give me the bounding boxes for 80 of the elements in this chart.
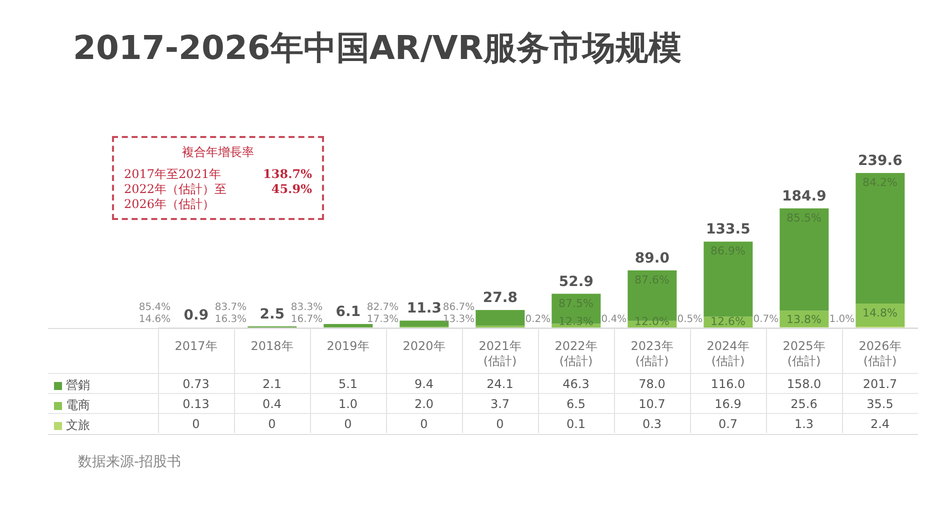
source-note: 数据来源-招股书 xyxy=(78,453,182,471)
annotation: 14.8% xyxy=(862,306,898,320)
x-tick-label: 2018年 xyxy=(250,339,294,353)
text: 複合年增長率 xyxy=(181,144,255,161)
data-label: 0.73 xyxy=(182,377,210,391)
annotation: 138.7% xyxy=(263,167,312,182)
annotation: 12.3% xyxy=(558,315,594,328)
annotation: 82.7% xyxy=(366,302,399,313)
data-label: 0.4 xyxy=(261,397,283,411)
data-label: 1.0 xyxy=(337,397,359,411)
data-label: 2.4 xyxy=(869,417,891,431)
annotation: 86.7% xyxy=(442,302,475,313)
x-tick-label: 2021年(估計) xyxy=(478,339,522,368)
annotation: 12.0% xyxy=(634,315,670,328)
x-tick-label: 2019年 xyxy=(326,339,370,353)
legend-label: 營銷 xyxy=(65,377,90,394)
total-label: 239.6 xyxy=(858,153,902,169)
data-label: 5.1 xyxy=(337,377,359,391)
data-label: 16.9 xyxy=(714,397,742,411)
x-tick-label: 2026年(估計) xyxy=(858,339,902,368)
data-label: 35.5 xyxy=(866,397,894,411)
total-label: 184.9 xyxy=(782,188,826,204)
annotation: 16.7% xyxy=(290,314,323,325)
total-label: 11.3 xyxy=(406,300,442,317)
annotation: 0.2% xyxy=(525,314,551,325)
data-label: 0 xyxy=(419,417,429,431)
data-label: 0 xyxy=(267,417,277,431)
chart-title: 2017-2026年中国AR/VR服务市场规模 xyxy=(73,27,682,69)
data-label: 158.0 xyxy=(786,377,822,391)
annotation: 45.9% xyxy=(271,182,312,198)
data-label: 0 xyxy=(343,417,353,431)
annotation: 83.3% xyxy=(290,302,323,313)
data-label: 0.13 xyxy=(182,397,210,411)
legend-label: 電商 xyxy=(65,397,90,414)
x-tick-label: 2024年(估計) xyxy=(706,339,750,368)
data-label: 2.1 xyxy=(261,377,283,391)
data-label: 6.5 xyxy=(565,397,587,411)
annotation: 0.4% xyxy=(601,314,627,325)
data-label: 2.0 xyxy=(413,397,435,411)
total-label: 27.8 xyxy=(482,290,518,306)
data-label: 24.1 xyxy=(486,377,514,391)
annotation: 16.3% xyxy=(214,314,247,325)
total-label: 133.5 xyxy=(706,222,750,238)
x-tick-label: 2023年(估計) xyxy=(630,339,674,368)
annotation: 85.4% xyxy=(138,302,171,313)
x-tick-label: 2022年(估計) xyxy=(554,339,598,368)
total-label: 2.5 xyxy=(260,306,285,322)
annotation: 0.5% xyxy=(677,314,703,325)
total-label: 52.9 xyxy=(558,274,594,290)
data-label: 3.7 xyxy=(489,397,511,411)
annotation: 17.3% xyxy=(366,314,399,325)
annotation: 14.6% xyxy=(138,314,171,325)
data-label: 0.7 xyxy=(717,417,739,431)
annotation: 2022年（估計）至2026年（估計） xyxy=(124,182,228,212)
data-label: 9.4 xyxy=(413,377,435,391)
total-label: 89.0 xyxy=(634,250,670,266)
annotation: 83.7% xyxy=(214,302,247,313)
annotation: 13.8% xyxy=(786,312,822,326)
x-tick-label: 2020年 xyxy=(402,339,446,353)
legend-label: 文旅 xyxy=(65,417,90,434)
data-label: 78.0 xyxy=(638,377,666,391)
data-label: 0.3 xyxy=(641,417,663,431)
annotation: 0.7% xyxy=(753,314,779,325)
x-tick-label: 2017年 xyxy=(174,339,218,353)
data-label: 0 xyxy=(191,417,201,431)
annotation: 13.3% xyxy=(442,314,475,325)
data-label: 46.3 xyxy=(562,377,590,391)
data-label: 1.3 xyxy=(793,417,815,431)
annotation: 2017年至2021年 xyxy=(124,167,222,182)
data-label: 10.7 xyxy=(638,397,666,411)
data-label: 116.0 xyxy=(710,377,746,391)
data-label: 0 xyxy=(495,417,505,431)
data-label: 0.1 xyxy=(565,417,587,431)
total-label: 6.1 xyxy=(336,304,361,320)
x-tick-label: 2025年(估計) xyxy=(782,339,826,368)
data-label: 25.6 xyxy=(790,397,818,411)
data-label: 201.7 xyxy=(862,377,898,391)
annotation: 12.6% xyxy=(710,315,746,328)
annotation: 1.0% xyxy=(829,314,855,325)
total-label: 0.9 xyxy=(184,307,209,324)
